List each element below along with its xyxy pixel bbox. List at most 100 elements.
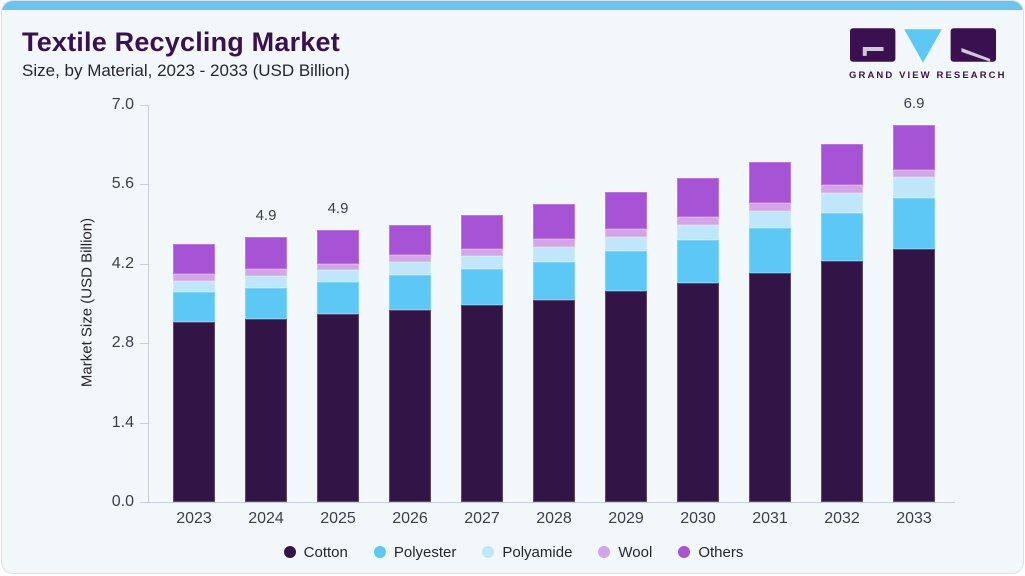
bar-segment-polyester-2030 [677, 239, 719, 283]
bar-segment-polyamide-2023 [173, 281, 215, 292]
y-axis-title: Market Size (USD Billion) [78, 217, 96, 388]
bar-segment-others-2025 [317, 229, 359, 264]
x-tick-label-2026: 2026 [392, 510, 428, 527]
bar-segment-others-2029 [605, 191, 647, 230]
legend-item-polyamide: Polyamide [482, 544, 572, 561]
x-tick-label-2029: 2029 [608, 510, 644, 527]
bar-segment-wool-2030 [677, 216, 719, 225]
bar-segment-others-2027 [461, 215, 503, 250]
bar-total-label-2033: 6.9 [903, 95, 925, 113]
bar-segment-polyester-2031 [749, 227, 791, 273]
x-tick-label-2027: 2027 [464, 510, 500, 527]
bar-segment-others-2024 [245, 237, 287, 270]
bar-segment-cotton-2033 [893, 248, 935, 502]
bar-segment-wool-2024 [245, 269, 287, 276]
legend-label: Wool [618, 543, 653, 561]
y-axis-tick [140, 502, 149, 503]
bar-segment-wool-2027 [461, 249, 503, 257]
legend-item-polyester: Polyester [373, 543, 457, 561]
gvr-logo-text: GRAND VIEW RESEARCH [849, 70, 1007, 81]
chart-legend: Cotton Polyester Polyamide Wool Others [2, 537, 1023, 567]
bar-segment-cotton-2027 [461, 305, 503, 502]
bar-segment-others-2032 [821, 144, 863, 185]
bar-segment-others-2028 [533, 204, 575, 239]
bar-segment-others-2026 [389, 225, 431, 256]
bar-segment-others-2031 [749, 161, 791, 203]
legend-dot-wool [598, 546, 611, 558]
bar-segment-polyamide-2027 [461, 256, 503, 270]
bar-segment-others-2023 [173, 243, 215, 275]
bar-segment-cotton-2029 [605, 291, 647, 502]
y-axis-tick [140, 422, 149, 424]
bar-segment-polyester-2032 [821, 212, 863, 261]
y-tick-label: 2.8 [111, 334, 134, 352]
bar-segment-cotton-2032 [821, 260, 863, 502]
legend-item-cotton: Cotton [283, 544, 348, 561]
legend-dot-polyester [373, 546, 386, 558]
bar-segment-polyester-2029 [605, 250, 647, 292]
y-tick-label: 0.0 [111, 493, 134, 510]
gvr-logo: GRAND VIEW RESEARCH [849, 27, 1007, 81]
bar-segment-wool-2023 [173, 274, 215, 282]
x-tick-label-2023: 2023 [176, 510, 212, 527]
y-tick-label: 7.0 [111, 96, 134, 114]
bar-segment-cotton-2031 [749, 272, 791, 502]
bar-total-label-2024: 4.9 [255, 207, 277, 225]
x-tick-label-2024: 2024 [248, 510, 284, 527]
bar-segment-cotton-2026 [389, 310, 431, 502]
legend-dot-others [678, 546, 691, 558]
bar-segment-polyamide-2033 [893, 177, 935, 199]
legend-label: Polyamide [502, 543, 573, 561]
legend-item-others: Others [678, 544, 743, 561]
x-tick-label-2030: 2030 [680, 510, 716, 527]
bar-segment-polyamide-2032 [821, 193, 863, 213]
bar-segment-polyamide-2024 [245, 275, 287, 288]
bar-segment-polyester-2033 [893, 198, 935, 249]
bar-segment-wool-2031 [749, 202, 791, 211]
bar-segment-wool-2032 [821, 184, 863, 194]
bar-segment-wool-2033 [893, 170, 935, 178]
y-axis-tick [140, 105, 149, 107]
x-tick-label-2033: 2033 [896, 510, 932, 527]
y-tick-label: 4.2 [111, 254, 134, 272]
y-tick-label: 5.6 [111, 175, 134, 193]
bar-segment-cotton-2024 [245, 318, 287, 502]
x-tick-label-2032: 2032 [824, 510, 860, 527]
y-tick-label: 1.4 [111, 413, 134, 431]
x-tick-label-2031: 2031 [752, 510, 788, 527]
legend-label: Polyester [393, 543, 457, 561]
bar-segment-polyamide-2025 [317, 270, 359, 282]
bar-segment-polyester-2028 [533, 261, 575, 300]
bar-segment-wool-2025 [317, 263, 359, 271]
bar-segment-polyester-2024 [245, 287, 287, 319]
top-accent-bar [2, 1, 1023, 10]
bar-segment-polyamide-2031 [749, 210, 791, 228]
page-subtitle: Size, by Material, 2023 - 2033 (USD Bill… [22, 61, 350, 80]
x-tick-label-2028: 2028 [536, 510, 572, 527]
bar-segment-polyester-2025 [317, 281, 359, 314]
legend-dot-cotton [283, 546, 296, 558]
bar-segment-wool-2028 [533, 238, 575, 247]
legend-dot-polyamide [482, 546, 495, 558]
y-axis-tick [140, 343, 149, 345]
bar-segment-wool-2029 [605, 229, 647, 238]
bar-segment-others-2030 [677, 177, 719, 217]
bar-segment-cotton-2028 [533, 299, 575, 502]
y-axis-tick [140, 263, 149, 265]
bar-segment-polyamide-2026 [389, 261, 431, 276]
bar-segment-polyester-2026 [389, 275, 431, 311]
bar-segment-others-2033 [893, 125, 935, 171]
page-title: Textile Recycling Market [22, 27, 340, 57]
bar-segment-cotton-2025 [317, 313, 359, 502]
gvr-logo-icon [849, 28, 997, 63]
y-axis-line [148, 105, 149, 503]
legend-label: Others [698, 543, 744, 561]
bar-total-label-2025: 4.9 [327, 199, 349, 217]
x-axis-line [148, 502, 955, 503]
bar-segment-wool-2026 [389, 255, 431, 262]
y-axis-tick [140, 184, 149, 186]
x-tick-label-2025: 2025 [320, 510, 356, 527]
bar-segment-polyamide-2030 [677, 224, 719, 240]
